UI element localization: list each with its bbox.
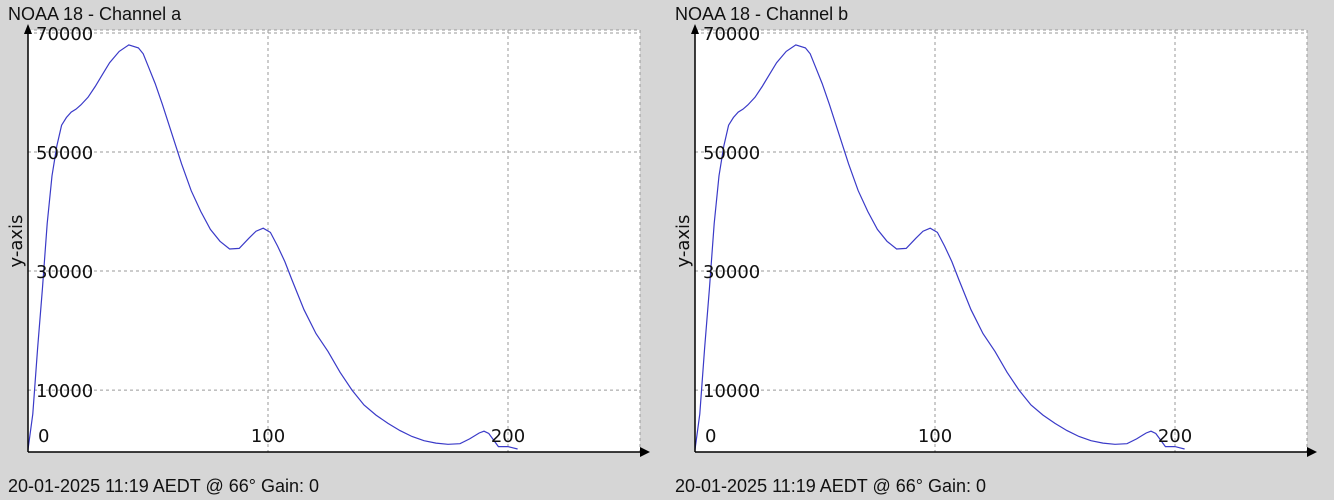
chart-panel-b: NOAA 18 - Channel b 10000 30000 50000 70000… xyxy=(667,0,1334,500)
plot-background xyxy=(695,30,1307,452)
series-line xyxy=(27,44,518,450)
y-axis-arrow xyxy=(24,24,32,34)
chart-title: NOAA 18 - Channel a xyxy=(8,4,182,24)
chart-title: NOAA 18 - Channel b xyxy=(675,4,849,24)
x-axis-arrow xyxy=(640,447,650,457)
plot-background xyxy=(28,30,640,452)
chart-panel-a: NOAA 18 - Channel a 10000 30000 50000 70000… xyxy=(6,4,650,496)
y-axis-arrow xyxy=(691,24,699,34)
y-tick-label: 70000 xyxy=(36,24,93,45)
y-tick-label: 30000 xyxy=(703,262,760,283)
x-tick-label: 0 xyxy=(705,426,716,447)
y-tick-label: 30000 xyxy=(36,262,93,283)
y-axis-label: y-axis xyxy=(6,215,27,268)
x-tick-label: 100 xyxy=(251,426,285,447)
y-tick-label: 50000 xyxy=(36,143,93,164)
chart-plot-a: 10000 30000 50000 70000 0 100 200 y-axis xyxy=(6,24,650,457)
y-tick-label: 10000 xyxy=(36,381,93,402)
y-tick-label: 50000 xyxy=(703,143,760,164)
x-tick-label: 0 xyxy=(38,426,49,447)
y-tick-label: 70000 xyxy=(703,24,760,45)
series-line xyxy=(694,44,1185,450)
x-tick-label: 200 xyxy=(1158,426,1192,447)
x-tick-label: 200 xyxy=(491,426,525,447)
y-tick-label: 10000 xyxy=(703,381,760,402)
chart-plot-b: 10000 30000 50000 70000 0 100 200 y-axis xyxy=(673,24,1317,457)
chart-footer: 20-01-2025 11:19 AEDT @ 66° Gain: 0 xyxy=(675,476,987,496)
y-axis-label: y-axis xyxy=(673,215,694,268)
x-tick-label: 100 xyxy=(918,426,952,447)
x-axis-arrow xyxy=(1307,447,1317,457)
chart-footer: 20-01-2025 11:19 AEDT @ 66° Gain: 0 xyxy=(8,476,320,496)
